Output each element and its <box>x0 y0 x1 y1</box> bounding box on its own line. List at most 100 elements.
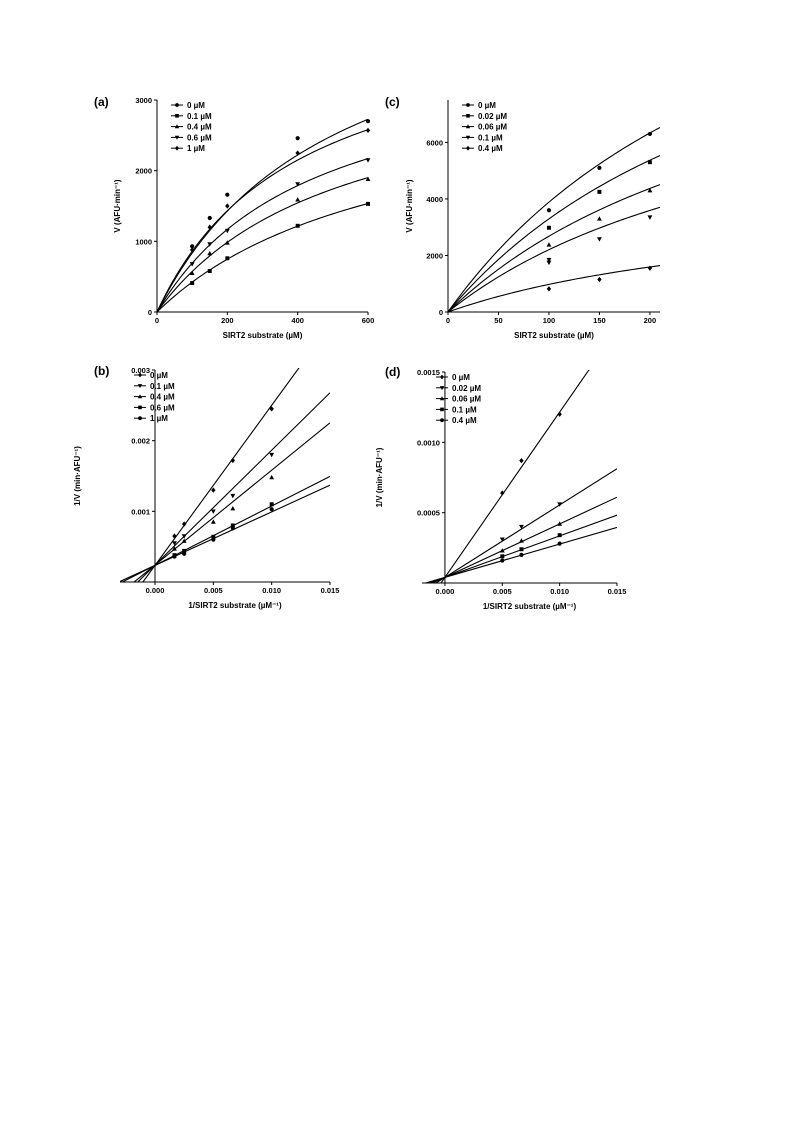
y-tick-label: 4000 <box>426 195 443 204</box>
x-tick-label: 150 <box>593 316 606 325</box>
legend-label: 0.06 µM <box>478 123 507 132</box>
legend-entry: 0.6 µM <box>134 403 175 412</box>
data-point <box>557 541 562 546</box>
legend-marker <box>439 396 445 401</box>
data-point <box>207 242 213 247</box>
y-tick-label: 6000 <box>426 138 443 147</box>
y-tick-label: 0.0015 <box>417 368 440 377</box>
legend-marker <box>175 114 179 118</box>
data-point <box>295 182 301 187</box>
y-tick-label: 0.002 <box>131 437 150 446</box>
panel-label: (c) <box>385 95 400 109</box>
legend-marker <box>465 135 471 140</box>
legend-entry: 0.06 µM <box>462 123 507 132</box>
data-point <box>519 552 524 557</box>
y-tick-label: 0 <box>439 308 443 317</box>
data-point <box>365 119 371 124</box>
legend-entry: 0.1 µM <box>462 133 503 142</box>
fit-line <box>448 206 660 312</box>
x-axis-title: 1/SIRT2 substrate (µM⁻¹) <box>483 602 577 611</box>
y-tick-label: 0.001 <box>131 507 150 516</box>
data-point <box>519 547 524 552</box>
legend-label: 0.1 µM <box>478 133 503 142</box>
data-point <box>365 127 371 134</box>
legend-label: 0 µM <box>187 101 205 110</box>
y-tick-label: 0.003 <box>131 366 150 375</box>
data-point <box>181 538 187 543</box>
legend-entry: 1 µM <box>171 144 205 153</box>
fit-line <box>157 118 368 312</box>
data-point <box>182 551 187 556</box>
data-point <box>597 237 602 242</box>
legend-label: 0.4 µM <box>150 393 175 402</box>
data-point <box>189 247 195 253</box>
data-point <box>500 558 505 563</box>
y-tick-label: 0.0005 <box>417 509 440 518</box>
series-0-m <box>440 370 590 583</box>
x-tick-label: 0 <box>446 316 450 325</box>
fit-line <box>448 126 660 312</box>
data-point <box>647 215 653 220</box>
legend-label: 0.1 µM <box>452 405 477 414</box>
data-point <box>295 197 301 202</box>
data-point <box>207 269 212 273</box>
data-point <box>230 526 235 531</box>
legend-entry: 0.1 µM <box>436 405 477 414</box>
legend-marker <box>175 103 179 107</box>
series-0-m <box>448 126 660 312</box>
series-0-1-m <box>448 206 660 312</box>
legend-marker <box>137 384 143 389</box>
data-point <box>225 256 230 261</box>
data-point <box>546 260 552 266</box>
x-axis-title: SIRT2 substrate (µM) <box>223 331 303 340</box>
fit-line <box>448 184 660 312</box>
legend-entry: 0.1 µM <box>134 382 175 391</box>
legend-label: 0.1 µM <box>187 112 212 121</box>
legend-label: 0.02 µM <box>478 112 507 121</box>
fit-line <box>440 370 590 583</box>
data-point <box>499 548 505 553</box>
panel-a: (a) 0 200 400 600 0 1000 2000 3000 SIRT2 substrat… <box>94 95 374 340</box>
fit-line <box>448 155 660 312</box>
legend-entry: 0.06 µM <box>436 395 481 404</box>
legend-marker <box>174 124 180 129</box>
data-point <box>647 265 653 271</box>
data-point <box>181 521 187 527</box>
panel-b: (b) 0.000 0.005 0.010 0.015 0.001 0.002 0.003 1/… <box>73 364 340 610</box>
legend-label: 0.6 µM <box>150 403 175 412</box>
data-point <box>211 534 216 539</box>
data-point <box>647 131 652 137</box>
x-tick-label: 0.015 <box>321 586 340 595</box>
legend-marker <box>138 372 142 378</box>
data-point <box>269 502 274 507</box>
data-point <box>557 502 563 507</box>
y-tick-label: 2000 <box>426 251 443 260</box>
series-0-4-m <box>157 176 371 312</box>
legend-entry: 0.02 µM <box>436 384 481 393</box>
data-point <box>500 554 505 559</box>
data-point <box>295 136 300 141</box>
data-point <box>224 228 230 234</box>
data-point <box>172 554 177 559</box>
legend-marker <box>174 135 180 140</box>
series-0-4-m <box>133 422 330 582</box>
data-point <box>207 215 212 221</box>
data-point <box>365 176 371 182</box>
legend-entry: 0.1 µM <box>171 112 212 121</box>
data-point <box>519 538 524 543</box>
series-0-06-m <box>448 184 660 312</box>
data-point <box>366 201 370 206</box>
fit-line <box>142 368 300 582</box>
data-point <box>172 541 177 546</box>
series-0-02-m <box>435 468 617 583</box>
data-point <box>597 276 602 283</box>
legend-entry: 0.4 µM <box>436 416 477 425</box>
data-point <box>224 240 230 245</box>
data-point <box>230 505 236 511</box>
y-tick-label: 2000 <box>135 167 152 176</box>
legend-marker <box>465 124 471 129</box>
data-point <box>557 533 562 538</box>
series-0-06-m <box>431 496 617 583</box>
